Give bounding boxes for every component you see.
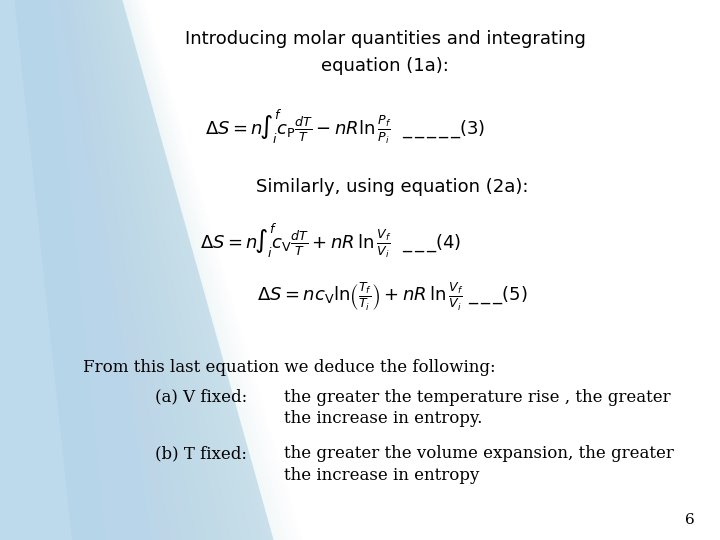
Polygon shape [0, 0, 274, 540]
Text: the greater the temperature rise , the greater: the greater the temperature rise , the g… [284, 389, 671, 406]
Polygon shape [0, 0, 158, 540]
Text: the greater the volume expansion, the greater: the greater the volume expansion, the gr… [284, 446, 674, 462]
Text: the increase in entropy: the increase in entropy [284, 467, 480, 484]
Text: (a) V fixed:: (a) V fixed: [155, 389, 247, 406]
Text: Similarly, using equation (2a):: Similarly, using equation (2a): [256, 178, 528, 196]
Text: the increase in entropy.: the increase in entropy. [284, 410, 483, 427]
Text: $\Delta S = nc_{\mathrm{V}}\ln\!\left(\frac{T_f}{T_i}\right) + nR\,\ln\frac{V_f}: $\Delta S = nc_{\mathrm{V}}\ln\!\left(\f… [257, 281, 528, 313]
Text: 6: 6 [685, 512, 695, 526]
Polygon shape [0, 0, 72, 540]
Text: $\Delta S = n\!\int_i^f\! c_{\mathrm{V}} \frac{dT}{T} + nR\,\ln\frac{V_f}{V_i}\ : $\Delta S = n\!\int_i^f\! c_{\mathrm{V}}… [200, 221, 462, 260]
Text: $\Delta S = n\!\int_i^f\! c_{\mathrm{P}} \frac{dT}{T} - nR\ln\frac{P_f}{P_i}\ \ : $\Delta S = n\!\int_i^f\! c_{\mathrm{P}}… [205, 108, 486, 146]
Text: Introducing molar quantities and integrating: Introducing molar quantities and integra… [185, 30, 585, 48]
Text: equation (1a):: equation (1a): [321, 57, 449, 75]
Text: (b) T fixed:: (b) T fixed: [155, 446, 247, 462]
Text: From this last equation we deduce the following:: From this last equation we deduce the fo… [83, 359, 495, 376]
